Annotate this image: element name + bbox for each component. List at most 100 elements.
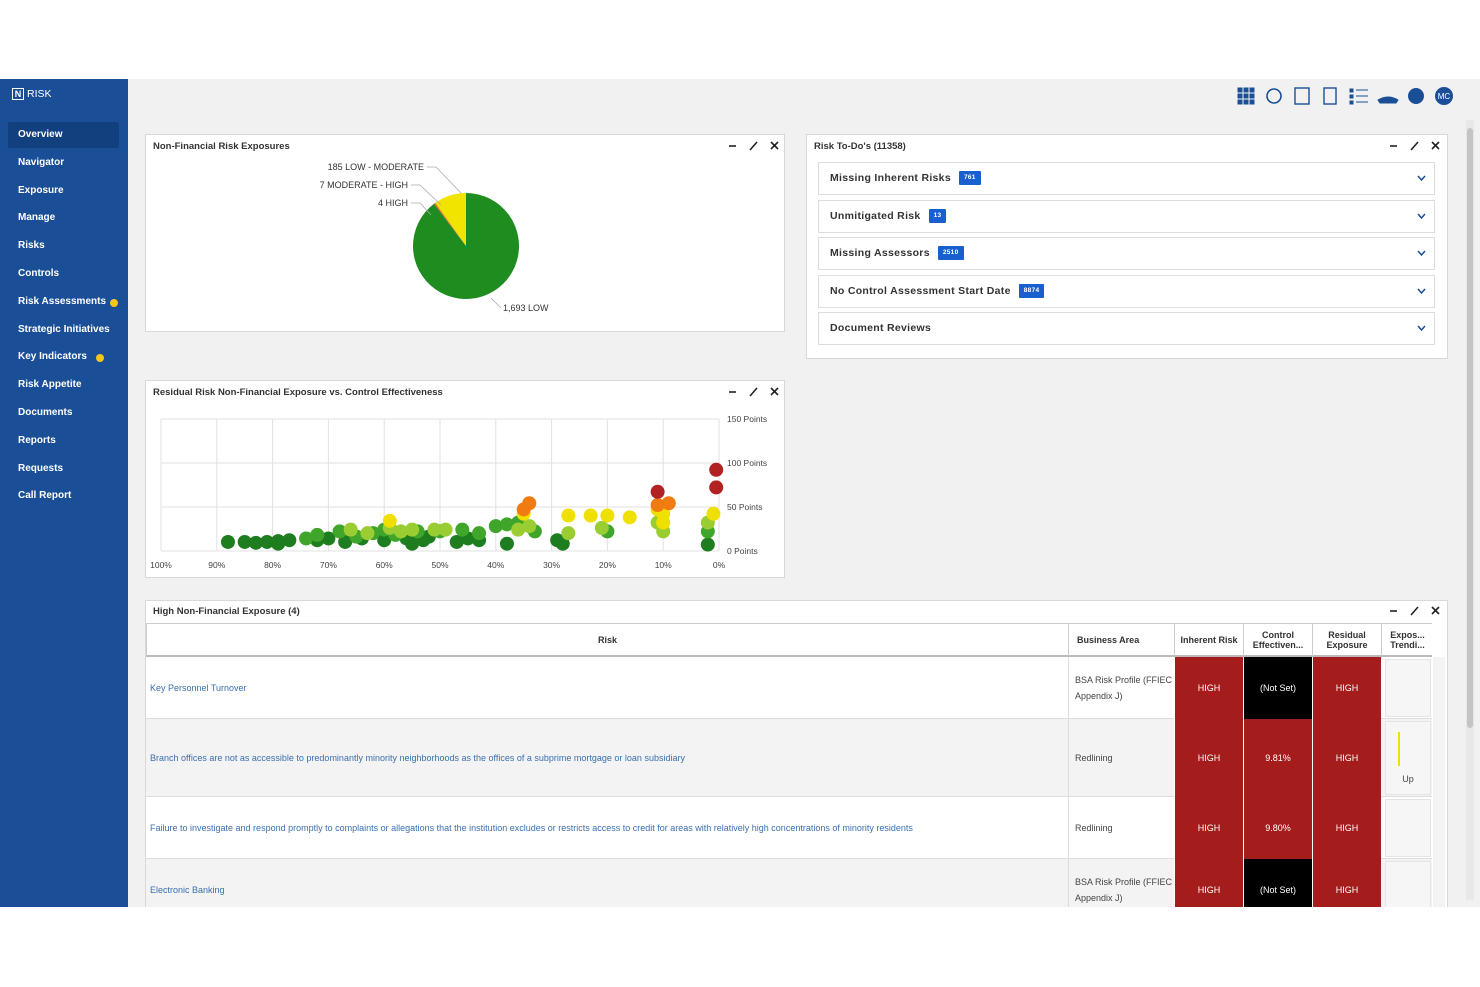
point	[271, 536, 286, 551]
point	[455, 522, 470, 537]
point	[360, 526, 375, 541]
risk-link[interactable]: Key Personnel Turnover	[150, 683, 247, 693]
todo-count: 2510	[937, 246, 964, 261]
column-header[interactable]: Inherent Risk	[1174, 624, 1243, 656]
chevron	[1417, 213, 1426, 219]
rating-cell: HIGH	[1174, 657, 1243, 719]
point	[656, 515, 671, 530]
nav-item[interactable]: Strategic Initiatives	[18, 323, 110, 335]
nav-item[interactable]: Risks	[18, 240, 45, 252]
x-tick-label: 30%	[543, 560, 560, 570]
pie-label: 7 MODERATE - HIGH	[320, 180, 408, 190]
point	[343, 522, 358, 537]
todo-count: 761	[958, 171, 981, 186]
business-area: BSA Risk Profile (FFIEC Appendix J)	[1068, 859, 1174, 921]
panel-controls[interactable]	[727, 140, 787, 152]
avatar[interactable]	[1435, 87, 1453, 105]
column-header[interactable]: Expos... Trendi...	[1381, 624, 1433, 656]
todo-label: No Control Assessment Start Date	[830, 284, 1011, 297]
trend-cell: Up	[1385, 721, 1431, 795]
nav-item[interactable]: Exposure	[18, 184, 64, 196]
column-header[interactable]: Control Effectiven...	[1243, 624, 1312, 656]
rating-cell: HIGH	[1312, 719, 1381, 797]
nav-item[interactable]: Controls	[18, 268, 60, 279]
point	[709, 462, 724, 477]
x-tick-label: 40%	[487, 560, 504, 570]
play-icon[interactable]	[1266, 88, 1282, 104]
apps-icon[interactable]	[1237, 87, 1255, 105]
risk-link[interactable]: Electronic Banking	[150, 885, 225, 895]
todo-item[interactable]: Missing Assessors 2510	[818, 237, 1435, 270]
chart-icon[interactable]	[1294, 87, 1310, 105]
pie-chart: 1,693 LOW 185 LOW - MODERATE 7 MODERATE - …	[320, 162, 549, 313]
avatar-initials: MC	[1438, 92, 1451, 101]
pie-label: 185 LOW - MODERATE	[328, 162, 424, 172]
risk-link[interactable]: Branch offices are not as accessible to …	[150, 753, 685, 763]
todo-item[interactable]: Missing Inherent Risks 761	[818, 162, 1435, 195]
point	[220, 534, 235, 549]
column-header[interactable]: Residual Exposure	[1312, 624, 1381, 656]
x-tick-label: 0%	[713, 560, 726, 570]
point	[511, 522, 526, 537]
nav-item[interactable]: Key Indicators	[8, 344, 119, 370]
point	[650, 484, 665, 499]
chevron	[1417, 175, 1426, 182]
x-tick-label: 70%	[320, 560, 337, 570]
rating-cell: HIGH	[1174, 719, 1243, 797]
point	[427, 522, 442, 537]
point	[488, 519, 503, 534]
rating-cell: 9.81%	[1243, 719, 1312, 797]
todo-item[interactable]: No Control Assessment Start Date 8874	[818, 274, 1435, 308]
x-tick-label: 20%	[599, 560, 616, 570]
nav-item[interactable]: Overview	[8, 122, 119, 148]
leader-line	[427, 166, 462, 194]
logo-text: RISK	[27, 88, 52, 100]
point	[449, 534, 464, 549]
trend-cell	[1385, 799, 1431, 857]
chevron	[1417, 288, 1426, 294]
doc-icon[interactable]	[1323, 87, 1337, 105]
todo-label: Missing Assessors	[830, 247, 930, 259]
table-scrollbar	[1433, 657, 1445, 917]
point	[709, 480, 724, 495]
scroll-thumb	[1467, 128, 1473, 728]
nav-item[interactable]: Call Report	[18, 490, 72, 502]
nav-item[interactable]: Reports	[18, 434, 56, 446]
scatter-panel: Residual Risk Non-Financial Exposure vs.…	[145, 380, 785, 578]
todo-item[interactable]: Document Reviews	[818, 312, 1435, 345]
logo-icon: N	[12, 88, 24, 100]
panel-controls[interactable]	[1388, 605, 1448, 617]
hand-icon[interactable]	[1377, 96, 1399, 104]
risk-link[interactable]: Failure to investigate and respond promp…	[150, 823, 913, 833]
nav-item[interactable]: Risk Assessments	[8, 289, 119, 315]
rating-cell: HIGH	[1312, 657, 1381, 719]
scatter-chart: 100% 90% 80% 70% 60% 50% 40% 30% 20% 10% 0%0 Point…	[150, 414, 767, 570]
point	[260, 534, 275, 549]
point	[499, 536, 514, 551]
nav-item[interactable]: Risk Appetite	[18, 379, 82, 391]
nav-item[interactable]: Documents	[18, 407, 73, 418]
pie-label: 4 HIGH	[378, 198, 408, 208]
business-area: BSA Risk Profile (FFIEC Appendix J)	[1068, 657, 1174, 719]
todo-item[interactable]: Unmitigated Risk 13	[818, 199, 1435, 233]
column-header[interactable]: Risk	[146, 624, 1068, 656]
list-icon[interactable]	[1349, 88, 1368, 105]
column-header[interactable]: Business Area	[1068, 624, 1174, 656]
x-tick-label: 10%	[655, 560, 672, 570]
point	[282, 533, 297, 548]
nav-item[interactable]: Manage	[18, 212, 56, 224]
help-icon[interactable]	[1408, 88, 1424, 104]
point	[377, 533, 392, 548]
table-header	[146, 623, 1432, 657]
point	[248, 535, 263, 550]
rating-cell: 9.80%	[1243, 797, 1312, 859]
nav-item[interactable]: Requests	[18, 462, 64, 474]
panel-controls[interactable]	[727, 386, 787, 398]
business-area: Redlining	[1068, 797, 1174, 859]
nav-item[interactable]: Navigator	[18, 156, 65, 168]
pie-slice	[433, 203, 466, 246]
x-tick-label: 50%	[431, 560, 448, 570]
panel-controls[interactable]	[1388, 140, 1448, 152]
leader-line	[411, 202, 432, 216]
